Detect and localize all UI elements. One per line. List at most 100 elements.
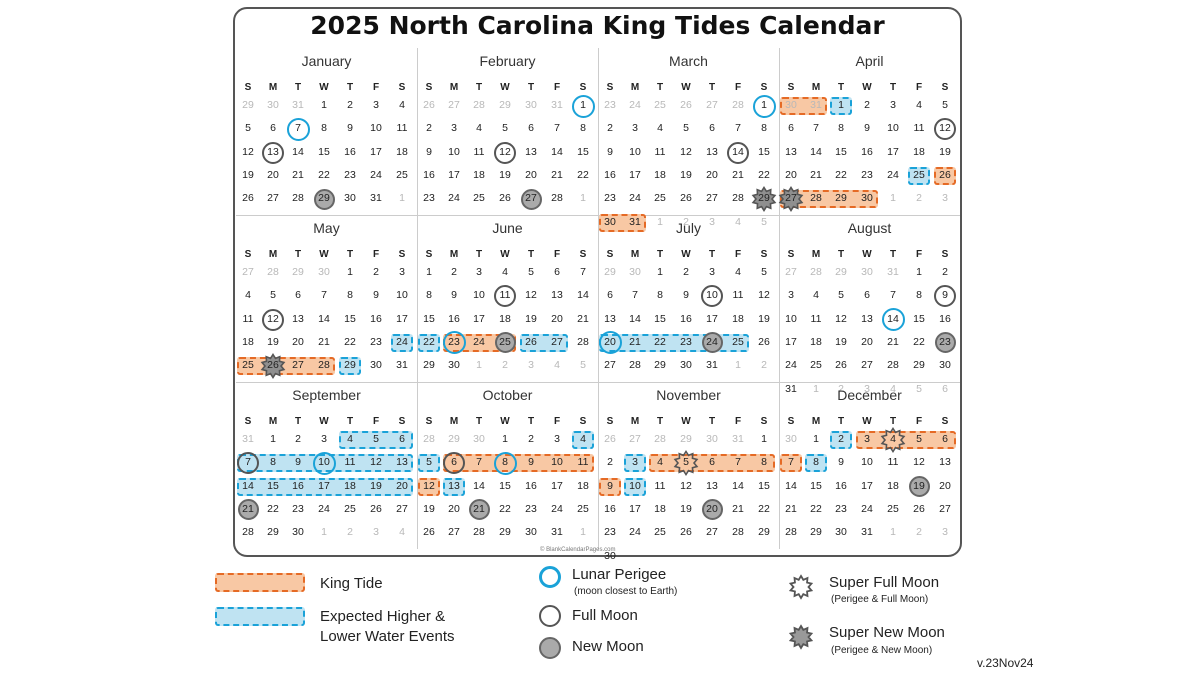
- adjacent-month-day: 29: [604, 266, 616, 278]
- calendar-day: 29: [499, 526, 511, 539]
- calendar-day: 19: [525, 312, 537, 325]
- calendar-day: 13: [525, 145, 537, 158]
- adjacent-month-day: 31: [242, 433, 254, 445]
- adjacent-month-day: 27: [242, 266, 254, 278]
- weekday-header: S: [760, 249, 768, 260]
- calendar-day: 26: [242, 192, 254, 205]
- weekday-header: F: [734, 416, 742, 427]
- adjacent-month-day: 28: [810, 266, 822, 278]
- calendar-day: 18: [396, 145, 408, 158]
- version-label: v.23Nov24: [977, 656, 1034, 670]
- calendar-day: 12: [267, 312, 279, 325]
- calendar-day: 3: [451, 122, 457, 135]
- calendar-day: 25: [242, 359, 254, 372]
- calendar-day: 30: [344, 192, 356, 205]
- calendar-day: 16: [604, 168, 616, 181]
- calendar-day: 20: [396, 479, 408, 492]
- calendar-day: 19: [499, 168, 511, 181]
- adjacent-month-day: 26: [680, 99, 692, 111]
- month-name: February: [479, 53, 536, 69]
- calendar-day: 23: [680, 335, 692, 348]
- calendar-day: 2: [373, 266, 379, 278]
- adjacent-month-day: 3: [942, 526, 948, 539]
- adjacent-month-day: 30: [785, 99, 797, 111]
- calendar-day: 13: [706, 145, 718, 158]
- calendar-day: 29: [835, 192, 847, 205]
- adjacent-month-day: 1: [476, 359, 482, 372]
- calendar-day: 23: [370, 335, 382, 348]
- calendar-day: 8: [580, 122, 586, 135]
- legend-perigee-sub: (moon closest to Earth): [574, 586, 678, 597]
- perigee-mark: [312, 451, 336, 475]
- water-event-mark: [908, 166, 930, 185]
- water-event-mark: [830, 97, 852, 115]
- month-august: August S M T W T F S 27 28 29 30 31 1 2 3 4 5 6 7 8 9 10 11 12 13…: [779, 215, 960, 395]
- adjacent-month-day: 31: [551, 99, 563, 111]
- calendar-day: 14: [551, 145, 563, 158]
- calendar-day: 11: [242, 312, 254, 325]
- calendar-day: 31: [861, 526, 873, 539]
- adjacent-month-day: 3: [528, 359, 534, 372]
- calendar-day: 9: [864, 122, 870, 135]
- full-moon-mark: [494, 141, 516, 164]
- weekday-header: S: [606, 416, 614, 427]
- king-tide-mark: [934, 166, 956, 185]
- adjacent-month-day: 1: [890, 192, 896, 205]
- calendar-day: 10: [396, 289, 408, 302]
- calendar-day: 2: [347, 99, 353, 111]
- calendar-day: 10: [448, 145, 460, 158]
- calendar-day: 9: [295, 456, 301, 469]
- adjacent-month-day: 5: [761, 215, 767, 228]
- calendar-day: 28: [318, 359, 330, 372]
- calendar-day: 13: [785, 145, 797, 158]
- calendar-day: 17: [396, 312, 408, 325]
- adjacent-month-day: 1: [657, 215, 663, 228]
- calendar-day: 15: [810, 479, 822, 492]
- month-name: December: [837, 387, 902, 403]
- adjacent-month-day: 29: [292, 266, 304, 278]
- full-moon-mark: [494, 285, 516, 308]
- calendar-day: 7: [890, 289, 896, 302]
- month-november: November S M T W T F S 26 27 28 29 30 31 1 2 3 4 5 6 7 8 9 10 11…: [598, 382, 780, 562]
- weekday-header: S: [579, 416, 587, 427]
- calendar-day: 4: [245, 289, 251, 302]
- calendar-day: 14: [318, 312, 330, 325]
- calendar-day: 5: [942, 99, 948, 111]
- calendar-day: 18: [499, 312, 511, 325]
- adjacent-month-day: 26: [604, 433, 616, 445]
- weekday-header: T: [837, 82, 845, 93]
- calendar-day: 30: [448, 359, 460, 372]
- calendar-day: 24: [629, 192, 641, 205]
- calendar-day: 25: [887, 502, 899, 515]
- weekday-header: T: [889, 249, 897, 260]
- calendar-day: 12: [680, 145, 692, 158]
- calendar-day: 31: [629, 215, 641, 228]
- calendar-day: 3: [554, 433, 560, 445]
- calendar-day: 5: [245, 122, 251, 135]
- calendar-day: 29: [423, 359, 435, 372]
- calendar-day: 30: [861, 192, 873, 205]
- calendar-day: 2: [864, 99, 870, 111]
- calendar-day: 30: [292, 526, 304, 539]
- calendar-day: 9: [347, 122, 353, 135]
- king-tide-mark: [856, 431, 956, 449]
- calendar-day: 28: [292, 192, 304, 205]
- calendar-day: 28: [577, 335, 589, 348]
- calendar-day: 17: [370, 145, 382, 158]
- weekday-header: F: [734, 82, 742, 93]
- super-new-moon-mark: [751, 186, 777, 213]
- calendar-day: 22: [499, 502, 511, 515]
- calendar-day: 27: [604, 359, 616, 372]
- calendar-day: 27: [525, 192, 537, 205]
- weekday-header: T: [656, 82, 664, 93]
- calendar-day: 15: [577, 145, 589, 158]
- calendar-day: 3: [399, 266, 405, 278]
- calendar-day: 30: [525, 526, 537, 539]
- calendar-day: 8: [502, 456, 508, 469]
- calendar-day: 10: [785, 312, 797, 325]
- calendar-day: 16: [939, 312, 951, 325]
- calendar-day: 24: [370, 168, 382, 181]
- calendar-day: 24: [551, 502, 563, 515]
- weekday-header: T: [346, 249, 354, 260]
- credit-text: © BlankCalendarPages.com: [540, 547, 616, 553]
